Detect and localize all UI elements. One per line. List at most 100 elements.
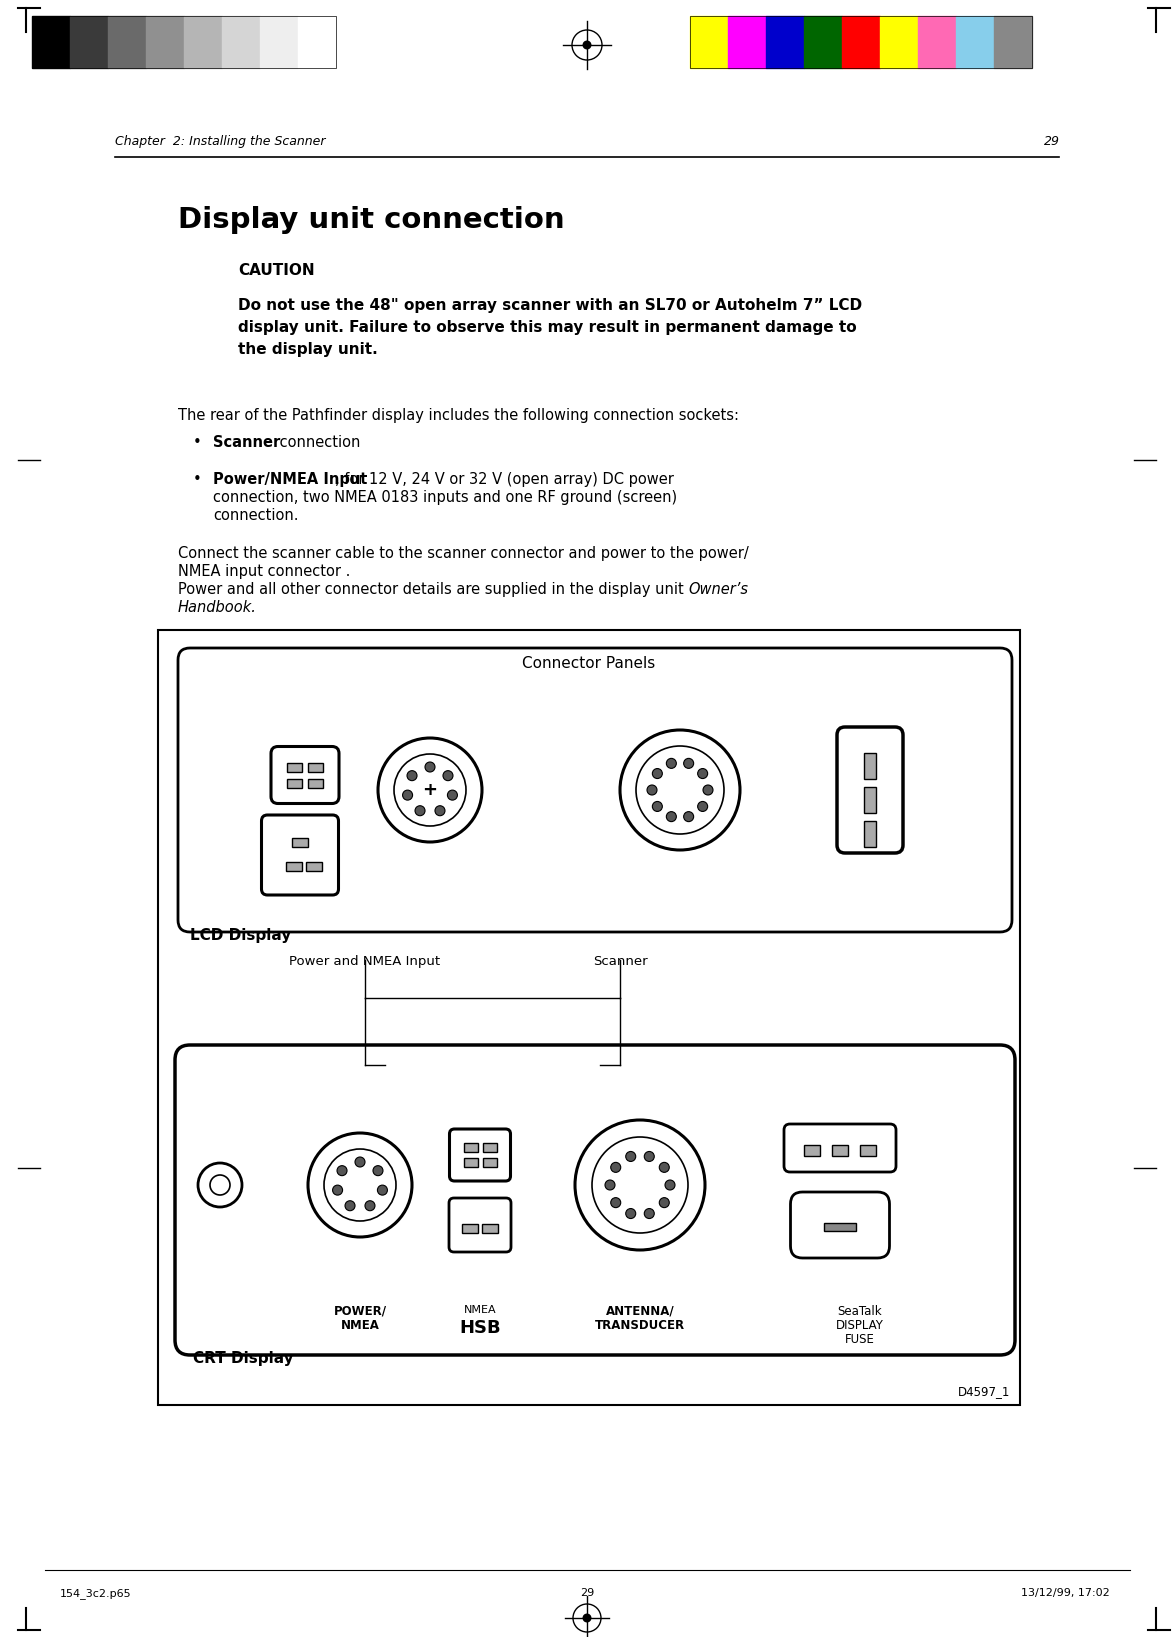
Text: NMEA: NMEA (340, 1319, 379, 1333)
Text: POWER/: POWER/ (333, 1305, 386, 1318)
Text: Do not use the 48" open array scanner with an SL70 or Autohelm 7” LCD: Do not use the 48" open array scanner wi… (238, 298, 862, 313)
Circle shape (377, 1185, 387, 1195)
Circle shape (373, 1166, 383, 1175)
Bar (108, 16, 146, 69)
Circle shape (645, 1208, 654, 1218)
Bar (259, 16, 298, 69)
Bar (70, 16, 108, 69)
Circle shape (436, 805, 445, 815)
Text: ANTENNA/: ANTENNA/ (606, 1305, 674, 1318)
Text: •: • (193, 435, 202, 450)
Circle shape (610, 1162, 621, 1172)
Circle shape (308, 1133, 412, 1238)
Bar (880, 16, 918, 69)
Circle shape (447, 791, 458, 800)
Text: Power and all other connector details are supplied in the display unit: Power and all other connector details ar… (178, 583, 688, 598)
Text: NMEA input connector .: NMEA input connector . (178, 565, 350, 579)
Bar (765, 16, 804, 69)
Bar (308, 763, 323, 771)
Text: Display unit connection: Display unit connection (178, 206, 565, 234)
Circle shape (660, 1162, 669, 1172)
FancyBboxPatch shape (450, 1130, 511, 1180)
Bar (804, 1144, 819, 1156)
Text: 29: 29 (1044, 134, 1060, 147)
Bar (32, 16, 336, 69)
Text: FUSE: FUSE (845, 1333, 875, 1346)
Bar (308, 779, 323, 787)
Circle shape (703, 786, 713, 796)
Bar (483, 1143, 497, 1152)
Text: Connect the scanner cable to the scanner connector and power to the power/: Connect the scanner cable to the scanner… (178, 547, 749, 561)
Text: Scanner: Scanner (212, 435, 281, 450)
Bar (146, 16, 184, 69)
Circle shape (660, 1198, 669, 1208)
Text: display unit. Failure to observe this may result in permanent damage to: display unit. Failure to observe this ma… (238, 319, 857, 336)
Bar (994, 16, 1032, 69)
Bar (464, 1143, 478, 1152)
Text: HSB: HSB (459, 1319, 501, 1337)
Circle shape (697, 802, 708, 812)
Circle shape (697, 768, 708, 779)
Circle shape (403, 791, 412, 800)
Circle shape (626, 1208, 636, 1218)
Text: CAUTION: CAUTION (238, 264, 315, 278)
Text: Connector Panels: Connector Panels (522, 656, 655, 671)
Circle shape (355, 1157, 365, 1167)
Circle shape (345, 1200, 355, 1211)
Bar (804, 16, 842, 69)
Text: D4597_1: D4597_1 (958, 1385, 1010, 1398)
Text: 154_3c2.p65: 154_3c2.p65 (60, 1588, 131, 1599)
Text: 13/12/99, 17:02: 13/12/99, 17:02 (1021, 1588, 1109, 1598)
Bar (292, 838, 308, 846)
Bar (918, 16, 956, 69)
Text: Power and NMEA Input: Power and NMEA Input (290, 954, 440, 967)
Bar (32, 16, 70, 69)
Circle shape (582, 41, 592, 49)
Circle shape (407, 771, 417, 781)
Bar (690, 16, 728, 69)
Bar (864, 787, 876, 814)
Text: the display unit.: the display unit. (238, 342, 378, 357)
Text: SeaTalk: SeaTalk (838, 1305, 883, 1318)
Circle shape (332, 1185, 343, 1195)
Text: •: • (193, 471, 202, 486)
Bar (306, 863, 322, 871)
FancyBboxPatch shape (784, 1125, 896, 1172)
Text: 29: 29 (580, 1588, 594, 1598)
Bar (690, 16, 1032, 69)
FancyBboxPatch shape (448, 1198, 511, 1252)
Bar (286, 863, 302, 871)
Circle shape (198, 1162, 242, 1206)
Circle shape (667, 758, 676, 768)
Bar (864, 753, 876, 779)
FancyBboxPatch shape (271, 746, 339, 804)
Circle shape (575, 1120, 706, 1251)
FancyBboxPatch shape (262, 815, 338, 895)
Circle shape (425, 761, 436, 773)
Circle shape (582, 1614, 592, 1622)
Text: Handbook.: Handbook. (178, 601, 257, 616)
Text: , for 12 V, 24 V or 32 V (open array) DC power: , for 12 V, 24 V or 32 V (open array) DC… (335, 471, 674, 486)
Text: NMEA: NMEA (464, 1305, 497, 1315)
Circle shape (667, 812, 676, 822)
Text: Chapter  2: Installing the Scanner: Chapter 2: Installing the Scanner (115, 134, 325, 147)
Circle shape (416, 805, 425, 815)
Bar (463, 1224, 478, 1233)
Text: +: + (423, 781, 438, 799)
Bar (483, 1224, 498, 1233)
Text: TRANSDUCER: TRANSDUCER (595, 1319, 686, 1333)
Bar (298, 16, 336, 69)
Bar (184, 16, 222, 69)
Bar (824, 1223, 856, 1231)
Text: DISPLAY: DISPLAY (836, 1319, 884, 1333)
Text: Owner’s: Owner’s (688, 583, 748, 598)
Bar (483, 1157, 497, 1167)
Circle shape (653, 768, 662, 779)
FancyBboxPatch shape (178, 648, 1012, 931)
Text: LCD Display: LCD Display (190, 928, 291, 943)
Bar (158, 630, 1020, 1405)
FancyBboxPatch shape (790, 1192, 890, 1257)
Circle shape (443, 771, 453, 781)
Circle shape (645, 1151, 654, 1162)
Circle shape (610, 1198, 621, 1208)
